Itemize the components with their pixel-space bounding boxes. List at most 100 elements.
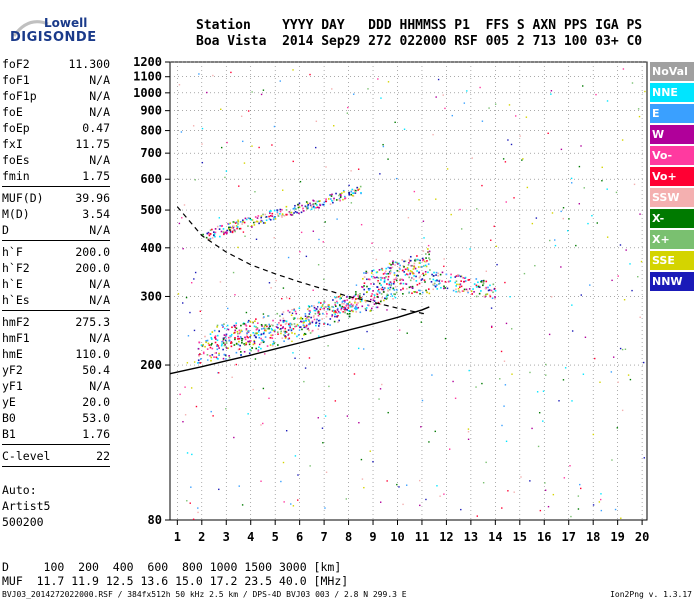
echo-point: [252, 221, 255, 224]
echo-point: [478, 286, 481, 289]
echo-point: [331, 314, 334, 316]
echo-point: [321, 305, 324, 307]
echo-point: [258, 222, 260, 225]
echo-point: [339, 193, 342, 196]
echo-point: [370, 298, 372, 301]
echo-point: [307, 305, 310, 307]
echo-point: [293, 323, 296, 325]
echo-point: [248, 217, 250, 220]
echo-point: [419, 275, 421, 278]
echo-point: [343, 191, 345, 193]
echo-point: [399, 264, 401, 267]
echo-point: [249, 348, 251, 351]
echo-point: [202, 343, 204, 346]
echo-point: [222, 348, 224, 351]
echo-point: [346, 302, 348, 305]
echo-point: [330, 195, 333, 197]
noise-point: [425, 498, 427, 501]
echo-point: [355, 304, 358, 306]
echo-point: [233, 221, 236, 224]
echo-point: [429, 278, 431, 280]
echo-point: [378, 269, 381, 271]
noise-point: [494, 103, 497, 105]
noise-point: [283, 501, 285, 503]
echo-point: [269, 325, 271, 328]
noise-point: [443, 258, 445, 260]
echo-point: [269, 344, 272, 346]
noise-point: [413, 291, 415, 293]
noise-point: [386, 480, 388, 482]
echo-point: [246, 336, 249, 338]
echo-point: [256, 332, 259, 335]
echo-point: [494, 296, 496, 298]
noise-point: [230, 71, 232, 74]
echo-point: [383, 279, 386, 281]
noise-point: [471, 157, 473, 159]
echo-point: [277, 326, 279, 329]
noise-point: [544, 482, 546, 484]
noise-point: [534, 264, 536, 267]
echo-point: [218, 354, 220, 356]
noise-point: [627, 374, 630, 376]
echo-point: [293, 212, 295, 214]
echo-point: [257, 215, 260, 217]
distance-row: D 100 200 400 600 800 1000 1500 3000 [km…: [2, 560, 342, 574]
echo-point: [471, 293, 474, 295]
noise-point: [336, 218, 338, 220]
noise-point: [197, 507, 199, 509]
echo-point: [340, 308, 343, 311]
echo-point: [303, 321, 305, 323]
echo-point: [250, 340, 252, 342]
echo-point: [292, 207, 295, 210]
echo-point: [243, 221, 246, 224]
noise-point: [292, 69, 294, 71]
echo-point: [304, 333, 307, 336]
echo-point: [342, 311, 345, 313]
echo-point: [289, 311, 292, 313]
noise-point: [382, 143, 384, 146]
echo-point: [214, 352, 216, 354]
x-tick-label: 11: [415, 530, 429, 544]
echo-point: [396, 269, 399, 272]
echo-point: [457, 273, 459, 276]
legend-item-x-: X-: [650, 209, 694, 228]
echo-point: [209, 333, 212, 335]
noise-point: [459, 283, 462, 285]
noise-point: [348, 184, 350, 187]
param-key: foEp: [2, 121, 30, 135]
echo-point: [319, 204, 322, 207]
echo-point: [240, 337, 243, 340]
echo-point: [307, 319, 310, 321]
echo-point: [376, 286, 379, 288]
noise-point: [353, 373, 356, 375]
echo-point: [380, 268, 383, 271]
noise-point: [485, 270, 488, 272]
noise-point: [260, 93, 263, 96]
param-value: 39.96: [75, 191, 110, 205]
echo-point: [210, 359, 212, 362]
echo-point: [289, 325, 291, 327]
y-tick-label: 700: [140, 146, 162, 160]
noise-point: [241, 504, 244, 506]
echo-point: [415, 280, 418, 282]
echo-point: [372, 299, 375, 301]
noise-point: [324, 507, 326, 509]
noise-point: [247, 110, 250, 112]
echo-point: [464, 276, 467, 279]
noise-point: [318, 238, 320, 241]
echo-point: [354, 192, 357, 194]
echo-point: [343, 299, 346, 302]
param-value: N/A: [89, 89, 110, 103]
echo-point: [480, 280, 482, 283]
echo-point: [368, 289, 370, 291]
echo-point: [248, 352, 251, 355]
echo-point: [326, 323, 329, 326]
noise-point: [600, 493, 602, 495]
echo-point: [219, 225, 222, 227]
echo-point: [392, 261, 394, 264]
echo-point: [258, 346, 260, 348]
param-value: 3.54: [82, 207, 110, 221]
echo-point: [262, 341, 265, 344]
echo-point: [352, 192, 355, 194]
muf-row: MUF 11.7 11.9 12.5 13.6 15.0 17.2 23.5 4…: [2, 574, 349, 588]
